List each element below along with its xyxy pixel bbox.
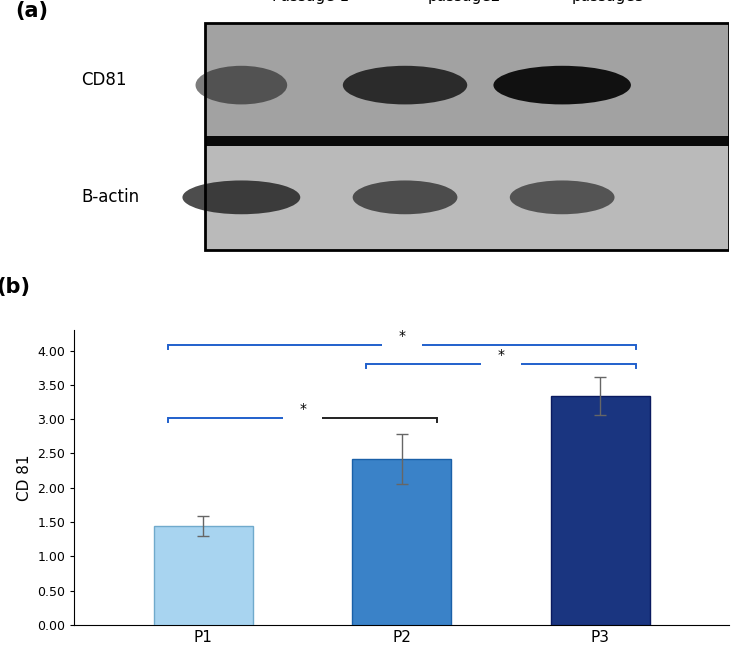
Text: CD81: CD81	[81, 71, 126, 89]
Ellipse shape	[510, 181, 615, 214]
Text: (b): (b)	[0, 277, 30, 297]
Text: (a): (a)	[16, 1, 48, 22]
Text: passage2: passage2	[427, 0, 501, 4]
Text: *: *	[498, 348, 504, 362]
Bar	[551, 396, 650, 625]
Text: *: *	[299, 402, 306, 416]
Ellipse shape	[493, 66, 631, 104]
Text: *: *	[398, 329, 405, 343]
Ellipse shape	[353, 181, 458, 214]
Bar	[352, 459, 452, 625]
Ellipse shape	[182, 181, 301, 214]
Bar	[154, 526, 253, 625]
Ellipse shape	[196, 66, 287, 104]
Y-axis label: CD 81: CD 81	[17, 454, 32, 501]
Bar	[205, 23, 729, 138]
Text: passage3: passage3	[571, 0, 645, 4]
Ellipse shape	[343, 66, 467, 104]
Bar	[205, 144, 729, 250]
Bar	[205, 23, 729, 250]
Bar	[205, 136, 729, 146]
Text: B-actin: B-actin	[81, 188, 139, 206]
Text: Passage 1: Passage 1	[272, 0, 349, 4]
